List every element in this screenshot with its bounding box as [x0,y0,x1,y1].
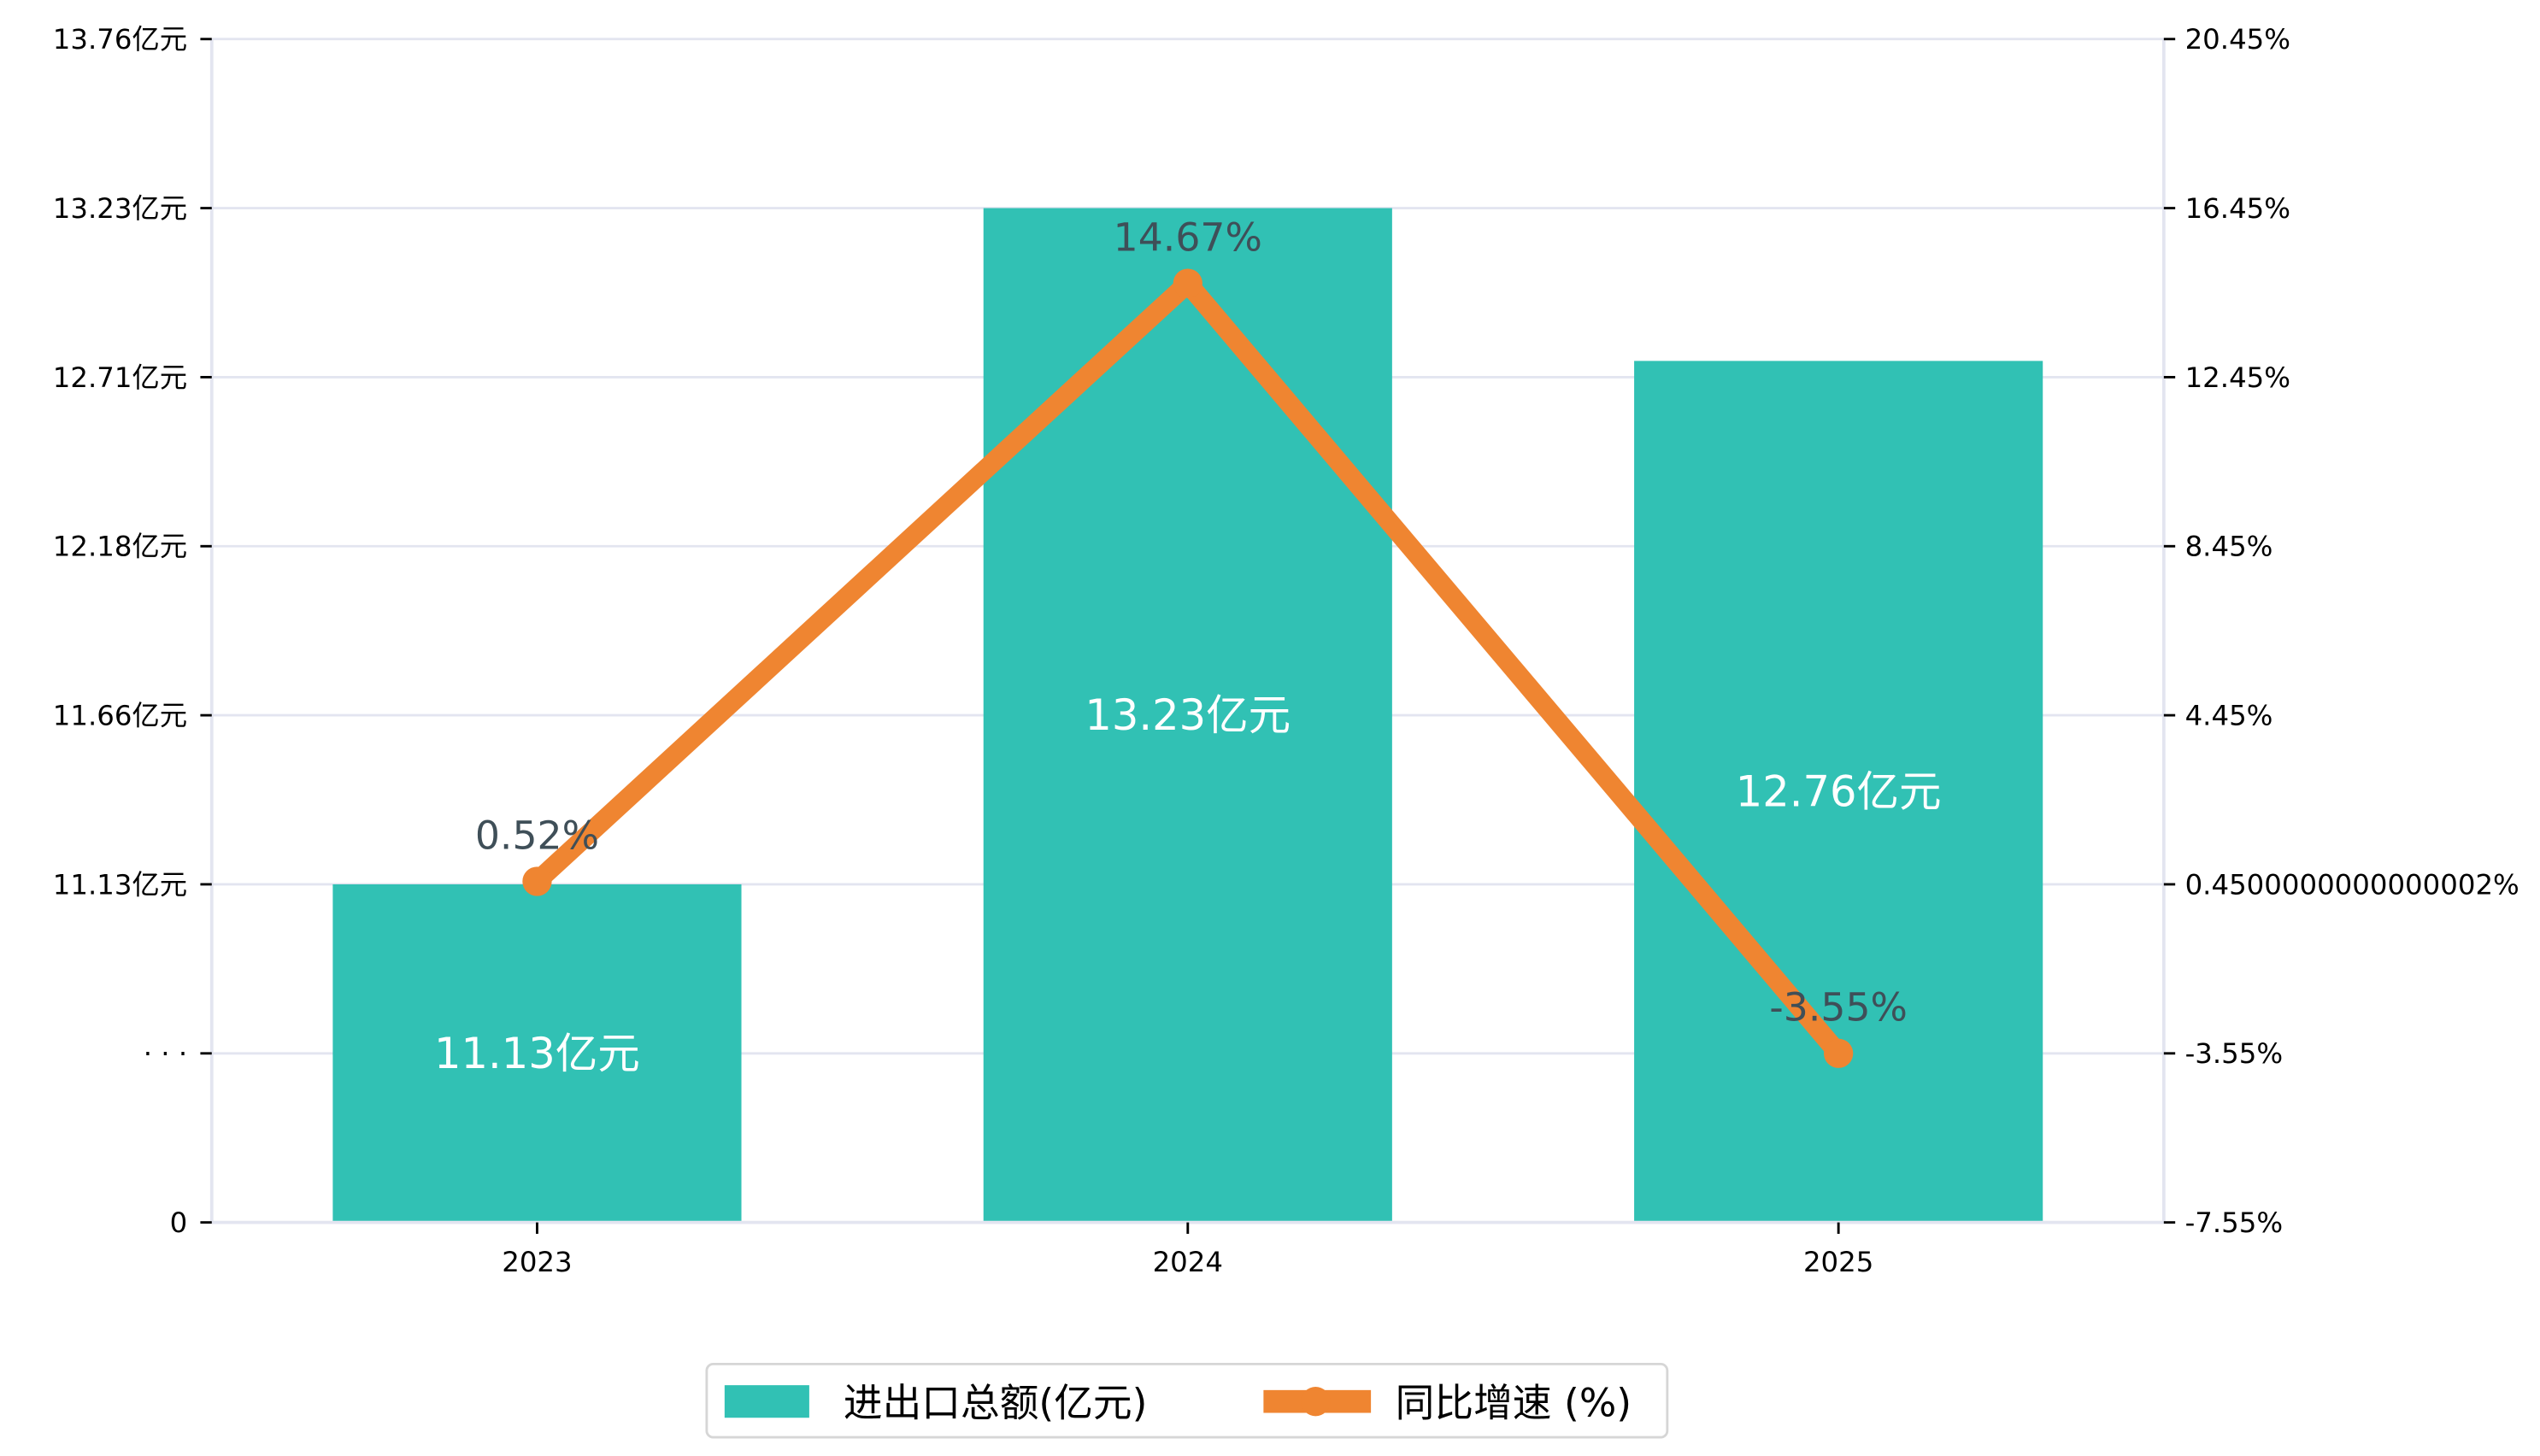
legend-bar-label: 进出口总额(亿元) [844,1380,1148,1425]
line-value-label: -3.55% [1769,985,1908,1030]
line-point [522,866,552,896]
bar [983,208,1392,1223]
left-tick-label: 13.76亿元 [53,23,187,56]
left-tick-label: 12.18亿元 [53,531,187,563]
growth-line [522,268,1854,1068]
line-point [1173,268,1202,298]
right-tick-label: -3.55% [2185,1037,2284,1070]
bar-value-label: 11.13亿元 [434,1029,640,1078]
line-point [1824,1038,1854,1068]
bar [1634,361,2043,1223]
line-value-label: 0.52% [475,813,599,858]
x-tick-label: 2025 [1803,1246,1873,1278]
bars [332,208,2043,1223]
legend-line-marker [1301,1387,1331,1417]
legend-box [705,1362,1669,1439]
bar-value-label: 13.23亿元 [1085,690,1291,740]
left-tick-label: 11.66亿元 [53,700,187,732]
left-tick-label: 11.13亿元 [53,868,187,901]
legend: 进出口总额(亿元) 同比增速 (%) [705,1362,1669,1439]
legend-bar-swatch [724,1385,809,1418]
right-tick-label: -7.55% [2185,1206,2284,1239]
right-tick-label: 8.45% [2185,531,2273,563]
bar [332,884,742,1223]
x-tick-label: 2024 [1153,1246,1223,1278]
right-tick-label: 4.45% [2185,700,2273,732]
left-tick-label: · · · [144,1037,187,1070]
tick-labels: 0 -7.55% · · · -3.55% 11.13亿元 0.4500000000000… [53,23,2519,1278]
right-tick-label: 12.45% [2185,361,2290,394]
x-tick-label: 2023 [502,1246,572,1278]
left-tick-label: 13.23亿元 [53,192,187,225]
right-tick-label: 20.45% [2185,23,2290,56]
legend-line-label: 同比增速 (%) [1396,1380,1632,1425]
right-tick-label: 16.45% [2185,192,2290,225]
line-value-label: 14.67% [1114,215,1262,261]
data-labels: 11.13亿元 13.23亿元 12.76亿元 0.52% 14.67% -3.55% [434,215,1942,1078]
bar-value-label: 12.76亿元 [1736,767,1942,817]
right-tick-label: 0.4500000000000002% [2185,868,2519,901]
left-tick-label: 12.71亿元 [53,361,187,394]
left-tick-label: 0 [170,1206,188,1239]
